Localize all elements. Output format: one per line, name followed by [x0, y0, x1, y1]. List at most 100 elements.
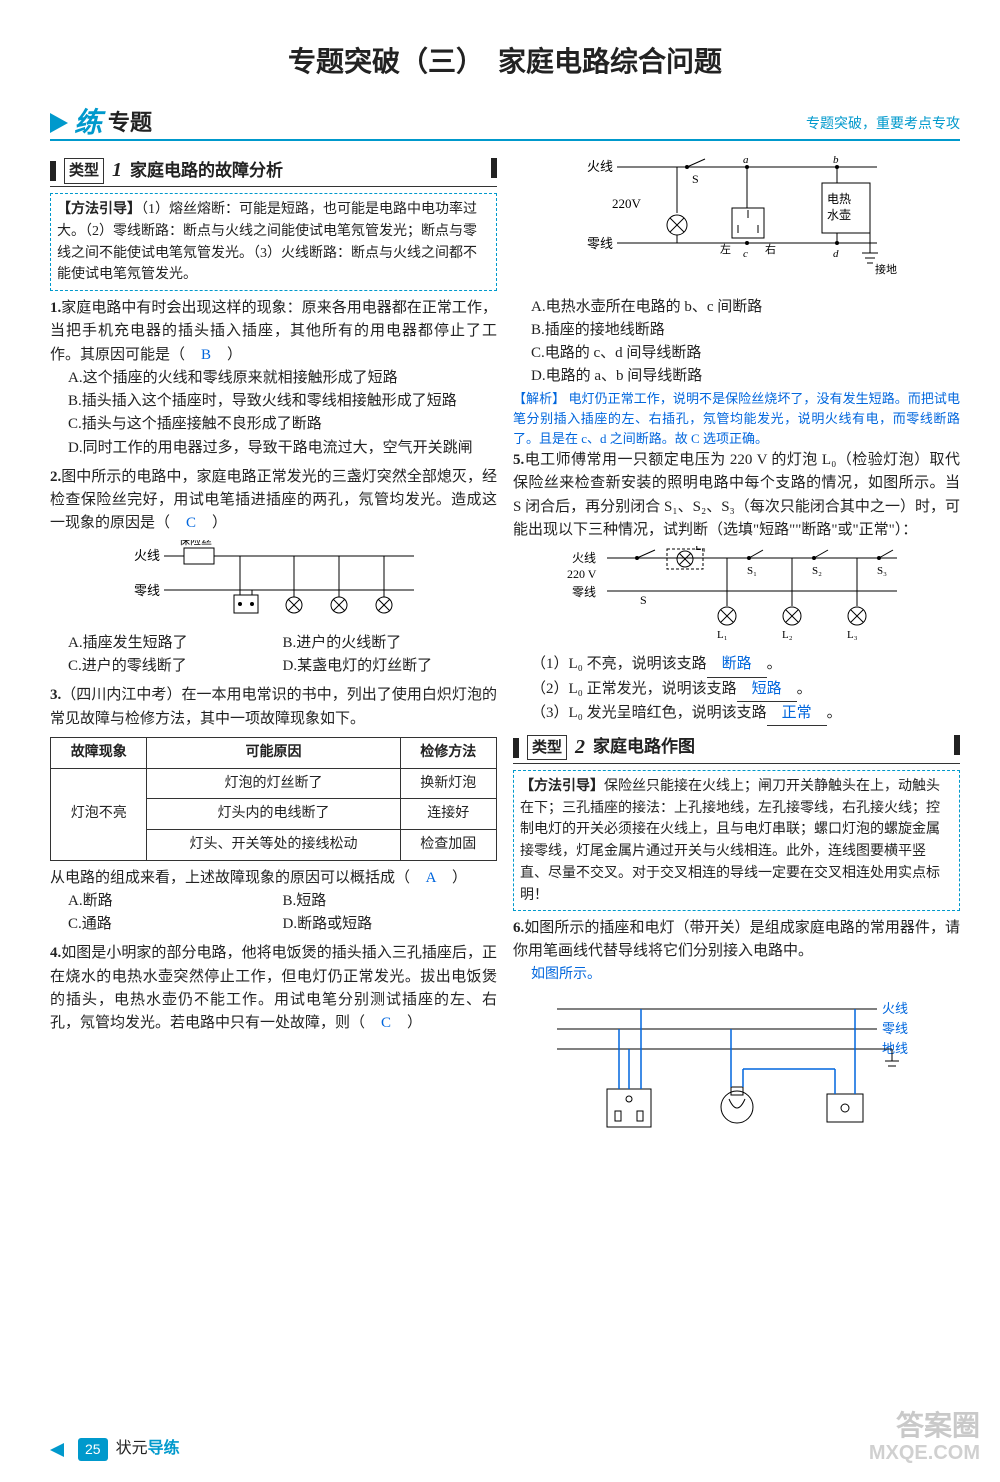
method-box-2: 【方法引导】保险丝只能接在火线上；闸刀开关静触头在上，动触头在下；三孔插座的接法…: [513, 770, 960, 911]
q2-close: ）: [212, 515, 227, 531]
method-label: 【方法引导】: [57, 200, 141, 216]
q4-D: D.电路的 a、b 间导线断路: [513, 365, 960, 388]
svg-text:L₂: L₂: [782, 629, 793, 641]
q3-A: A.断路: [68, 890, 283, 913]
q1-close: ）: [227, 347, 242, 363]
q1-B: B.插头插入这个插座时，导致火线和零线相接触形成了短路: [50, 390, 497, 413]
q3-r2c1: 灯头、开关等处的接线松动: [147, 829, 400, 860]
watermark-l1: 答案圈: [869, 1411, 980, 1442]
svg-text:火线: 火线: [587, 159, 613, 174]
q5-p2b: 。: [797, 681, 812, 697]
q2-B: B.进户的火线断了: [283, 632, 498, 655]
svg-text:S: S: [692, 172, 699, 186]
svg-text:水壶: 水壶: [827, 207, 851, 222]
page-number: 25: [78, 1438, 108, 1462]
q3-table: 故障现象 可能原因 检修方法 灯泡不亮 灯泡的灯丝断了 换新灯泡 灯头内的电线断…: [50, 737, 497, 861]
main-title: 专题突破（三） 家庭电路综合问题: [50, 40, 960, 83]
method2-label: 【方法引导】: [520, 777, 604, 793]
q6-figure: 火线 零线 地线: [513, 989, 960, 1147]
q3-close: ）: [452, 870, 467, 886]
method-box-1: 【方法引导】（1）熔丝熔断：可能是短路，也可能是电路中电功率过大。（2）零线断路…: [50, 193, 497, 291]
q2-figure: 火线 零线 保险丝: [50, 540, 497, 628]
svg-text:b: b: [833, 154, 839, 166]
q3-ans: A: [426, 870, 437, 886]
q3-D: D.断路或短路: [283, 913, 498, 936]
svg-text:电热: 电热: [827, 192, 851, 206]
q2-choices: A.插座发生短路了 B.进户的火线断了 C.进户的零线断了 D.某盏电灯的灯丝断…: [50, 632, 497, 679]
svg-text:保险丝: 保险丝: [179, 540, 212, 547]
right-column: 火线 零线 220V S a b c d 左 右: [513, 149, 960, 1153]
q1-D: D.同时工作的用电器过多，导致干路电流过大，空气开关跳闸: [50, 437, 497, 460]
q3-C: C.通路: [68, 913, 283, 936]
q6-idx: 6.: [513, 920, 524, 936]
q1-ans: B: [201, 347, 211, 363]
q3-B: B.短路: [283, 890, 498, 913]
q5-p3a: （3）L₀ 发光呈暗红色，说明该支路: [531, 705, 767, 721]
svg-text:零线: 零线: [134, 583, 160, 598]
q5-p2ans: 短路: [737, 678, 797, 702]
svg-text:a: a: [743, 154, 749, 166]
type2-num: 2: [575, 732, 585, 763]
q5-idx: 5.: [513, 452, 524, 468]
q3-body: （四川内江中考）在一本用电常识的书中，列出了使用白炽灯泡的常见故障与检修方法，其…: [50, 687, 497, 726]
q3-th1: 可能原因: [147, 737, 400, 768]
q1-A: A.这个插座的火线和零线原来就相接触形成了短路: [50, 367, 497, 390]
q3-r2c2: 检查加固: [400, 829, 496, 860]
question-2: 2.图中所示的电路中，家庭电路正常发光的三盏灯突然全部熄灭，经检查保险丝完好，用…: [50, 466, 497, 679]
q3-r1c0: 灯泡不亮: [51, 768, 147, 860]
q1-idx: 1.: [50, 300, 61, 316]
q4-choices: A.电热水壶所在电路的 b、c 间断路 B.插座的接地线断路 C.电路的 c、d…: [513, 296, 960, 389]
q3-r0c1: 灯泡的灯丝断了: [147, 768, 400, 799]
q4-B: B.插座的接地线断路: [513, 319, 960, 342]
svg-text:左: 左: [720, 243, 731, 256]
q5-figure: 火线 220 V 零线 S L₀ L₁: [513, 546, 960, 649]
footer-brand: 状元导练: [116, 1437, 180, 1462]
q1-C: C.插头与这个插座接触不良形成了断路: [50, 413, 497, 436]
svg-text:220V: 220V: [612, 196, 642, 211]
q2-body: 图中所示的电路中，家庭电路正常发光的三盏灯突然全部熄灭，经检查保险丝完好，用试电…: [50, 469, 497, 532]
svg-text:L₀: L₀: [695, 546, 706, 553]
q5-body: 电工师傅常用一只额定电压为 220 V 的灯泡 L₀（检验灯泡）取代保险丝来检查…: [513, 452, 960, 538]
q3-r1c2: 连接好: [400, 799, 496, 830]
svg-text:右: 右: [765, 242, 776, 256]
q4-C: C.电路的 c、d 间导线断路: [513, 342, 960, 365]
q3-idx: 3.: [50, 687, 61, 703]
svg-text:零线: 零线: [882, 1021, 908, 1036]
q3-r1c1: 灯头内的电线断了: [147, 799, 400, 830]
type-txt: 家庭电路的故障分析: [130, 158, 283, 184]
section-bar-left: 练 专题: [50, 102, 152, 145]
q2-idx: 2.: [50, 469, 61, 485]
question-4: 4.如图是小明家的部分电路，他将电饭煲的插头插入三孔插座后，正在烧水的电热水壶突…: [50, 942, 497, 1035]
q2-A: A.插座发生短路了: [68, 632, 283, 655]
svg-text:火线: 火线: [882, 1001, 908, 1016]
svg-text:接地: 接地: [875, 263, 897, 276]
footer-arrow-icon: [50, 1443, 70, 1457]
q1-choices: A.这个插座的火线和零线原来就相接触形成了短路 B.插头插入这个插座时，导致火线…: [50, 367, 497, 460]
left-column: 类型 1 家庭电路的故障分析 【方法引导】（1）熔丝熔断：可能是短路，也可能是电…: [50, 149, 497, 1153]
question-6: 6.如图所示的插座和电灯（带开关）是组成家庭电路的常用器件，请你用笔画线代替导线…: [513, 917, 960, 1147]
type-1-heading: 类型 1 家庭电路的故障分析: [50, 155, 497, 187]
svg-text:S₃: S₃: [877, 565, 887, 577]
svg-text:火线: 火线: [134, 548, 160, 563]
q4-close: ）: [407, 1015, 422, 1031]
question-3: 3.（四川内江中考）在一本用电常识的书中，列出了使用白炽灯泡的常见故障与检修方法…: [50, 684, 497, 936]
q5-p1a: （1）L₀ 不亮，说明该支路: [531, 656, 707, 672]
q2-ans: C: [186, 515, 196, 531]
type-label: 类型: [64, 158, 104, 183]
section-bar: 练 专题 专题突破，重要考点专攻: [50, 107, 960, 141]
footer: 25 状元导练: [50, 1437, 180, 1462]
svg-text:S: S: [640, 593, 647, 607]
q5-p2a: （2）L₀ 正常发光，说明该支路: [531, 681, 737, 697]
svg-text:零线: 零线: [572, 585, 596, 599]
section-lian: 练: [74, 102, 102, 145]
q3-th0: 故障现象: [51, 737, 147, 768]
q3-choices: A.断路 B.短路 C.通路 D.断路或短路: [50, 890, 497, 937]
method2-body: 保险丝只能接在火线上；闸刀开关静触头在上，动触头在下；三孔插座的接法：上孔接地线…: [520, 779, 940, 902]
svg-text:S₁: S₁: [747, 565, 757, 577]
watermark: 答案圈 MXQE.COM: [869, 1411, 980, 1464]
q5-p3ans: 正常: [767, 702, 827, 726]
type2-label: 类型: [527, 735, 567, 760]
svg-text:火线: 火线: [572, 551, 596, 565]
q2-C: C.进户的零线断了: [68, 655, 283, 678]
watermark-l2: MXQE.COM: [869, 1442, 980, 1464]
